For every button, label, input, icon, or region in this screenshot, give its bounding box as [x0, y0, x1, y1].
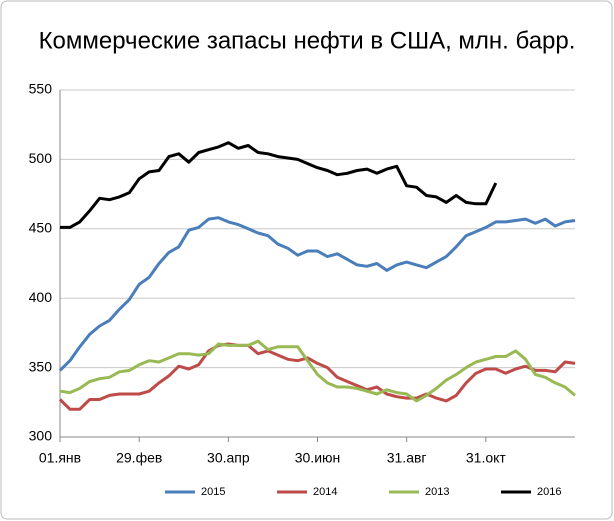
plot	[58, 141, 576, 411]
legend-label: 2014	[313, 486, 337, 498]
legend-label: 2015	[201, 486, 225, 498]
y-tick-label: 500	[29, 150, 53, 166]
legend-label: 2013	[425, 486, 449, 498]
legend-label: 2016	[537, 486, 561, 498]
x-tick-label: 30.апр	[207, 450, 250, 466]
series-line	[58, 342, 576, 411]
x-tick-label: 30.июн	[295, 450, 341, 466]
series-line	[58, 216, 576, 372]
x-tick-label: 31.авг	[387, 450, 427, 466]
chart-title: Коммерческие запасы нефти в США, млн. ба…	[39, 27, 576, 54]
x-tick-label: 01.янв	[39, 450, 81, 466]
series-line	[59, 339, 576, 403]
y-tick-label: 350	[29, 358, 53, 374]
x-tick-label: 29.фев	[116, 450, 162, 466]
legend: 2015 2014 2013 2016	[165, 486, 561, 498]
y-tick-label: 300	[29, 428, 53, 444]
y-tick-label: 550	[29, 81, 53, 97]
x-tick-label: 31.окт	[466, 450, 507, 466]
y-tick-label: 400	[29, 289, 53, 305]
series-line	[60, 141, 498, 229]
y-tick-label: 450	[29, 220, 53, 236]
